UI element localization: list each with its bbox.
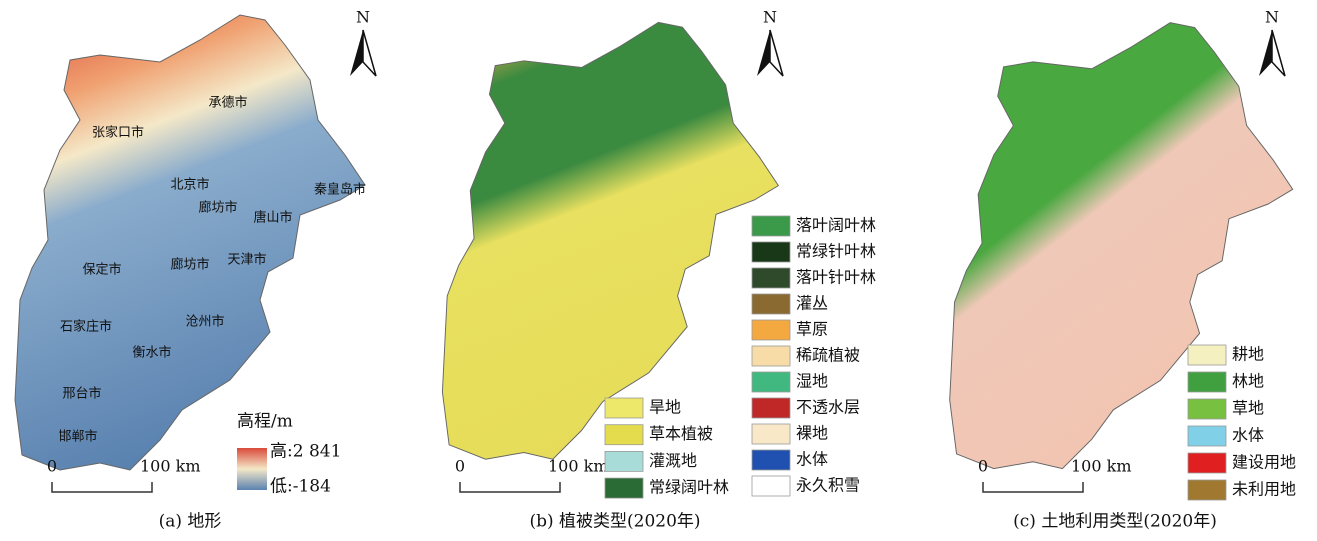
city-label: 邢台市	[62, 386, 101, 402]
legend-label: 草原	[796, 320, 828, 339]
legend-low: 低:-184	[270, 477, 331, 497]
caption: (b) 植被类型(2020年)	[529, 512, 700, 532]
legend-swatch	[751, 397, 791, 419]
city-label: 秦皇岛市	[314, 182, 366, 198]
legend-label: 未利用地	[1232, 480, 1296, 499]
map	[14, 14, 366, 471]
scale-start: 0	[47, 457, 57, 476]
legend-swatch	[1187, 425, 1227, 447]
north-arrow	[362, 29, 377, 77]
legend-swatch	[751, 215, 791, 237]
legend-label: 稀疏植被	[796, 346, 860, 365]
city-label: 邯郸市	[58, 429, 97, 445]
region-outline	[949, 22, 1294, 470]
legend-label: 林地	[1232, 372, 1264, 391]
caption: (c) 土地利用类型(2020年)	[1013, 512, 1217, 532]
legend-label: 湿地	[796, 372, 828, 391]
city-label: 沧州市	[185, 314, 224, 330]
legend-swatch	[604, 397, 644, 419]
legend-swatch	[1187, 344, 1227, 366]
legend-swatch	[1187, 452, 1227, 474]
legend-swatch	[751, 319, 791, 341]
legend-label: 落叶针叶林	[796, 268, 876, 287]
north-arrow	[769, 29, 784, 77]
scale-start: 0	[978, 457, 988, 476]
legend-label: 耕地	[1232, 345, 1264, 364]
north-arrow	[757, 30, 770, 76]
legend-label: 灌丛	[796, 294, 828, 313]
north-label: N	[1265, 8, 1279, 27]
north-arrow	[1259, 30, 1272, 76]
legend-swatch	[604, 450, 644, 472]
north-arrow	[1271, 29, 1286, 77]
legend-swatch	[751, 475, 791, 497]
legend-label: 灌溉地	[649, 451, 697, 470]
legend-swatch	[1187, 398, 1227, 420]
map	[949, 22, 1294, 470]
city-label: 保定市	[82, 262, 121, 278]
north-label: N	[356, 8, 370, 27]
legend-swatch	[604, 477, 644, 499]
city-label: 张家口市	[92, 125, 144, 141]
map	[441, 21, 780, 460]
region-outline	[14, 14, 366, 471]
scale-end: 100 km	[1071, 457, 1132, 476]
legend-label: 不透水层	[796, 398, 860, 417]
legend-label: 水体	[796, 450, 828, 469]
city-label: 廊坊市	[170, 257, 209, 273]
city-label: 天津市	[227, 252, 266, 268]
scale-end: 100 km	[548, 457, 609, 476]
city-label: 衡水市	[132, 345, 171, 361]
legend-label: 裸地	[796, 424, 828, 443]
city-label: 廊坊市	[198, 200, 237, 216]
city-label: 承德市	[208, 95, 247, 111]
legend-swatch	[751, 293, 791, 315]
scale-start: 0	[455, 457, 465, 476]
legend-label: 常绿针叶林	[796, 242, 876, 261]
legend-label: 永久积雪	[796, 476, 860, 495]
scale-end: 100 km	[140, 457, 201, 476]
legend-swatch	[751, 449, 791, 471]
scale-bar	[982, 482, 1084, 493]
city-label: 北京市	[170, 177, 209, 193]
scale-bar	[459, 482, 561, 493]
legend-swatch	[1187, 479, 1227, 501]
legend-label: 常绿阔叶林	[649, 478, 729, 497]
caption: (a) 地形	[159, 512, 222, 532]
north-arrow	[350, 30, 363, 76]
scale-bar	[51, 482, 153, 493]
legend-swatch	[751, 267, 791, 289]
legend-label: 旱地	[649, 398, 681, 417]
region-outline	[441, 21, 780, 460]
legend-swatch	[751, 241, 791, 263]
legend-title: 高程/m	[237, 412, 293, 432]
city-label: 石家庄市	[60, 319, 112, 335]
north-label: N	[763, 8, 777, 27]
legend-swatch	[1187, 371, 1227, 393]
legend-label: 落叶阔叶林	[796, 216, 876, 235]
legend-label: 草本植被	[649, 424, 713, 443]
colorbar	[237, 448, 267, 490]
legend-swatch	[751, 423, 791, 445]
legend-high: 高:2 841	[270, 442, 341, 462]
legend-label: 建设用地	[1232, 453, 1296, 472]
legend-swatch	[751, 345, 791, 367]
city-label: 唐山市	[253, 210, 292, 226]
legend-swatch	[604, 424, 644, 446]
legend-label: 草地	[1232, 399, 1264, 418]
legend-swatch	[751, 371, 791, 393]
legend-label: 水体	[1232, 426, 1264, 445]
